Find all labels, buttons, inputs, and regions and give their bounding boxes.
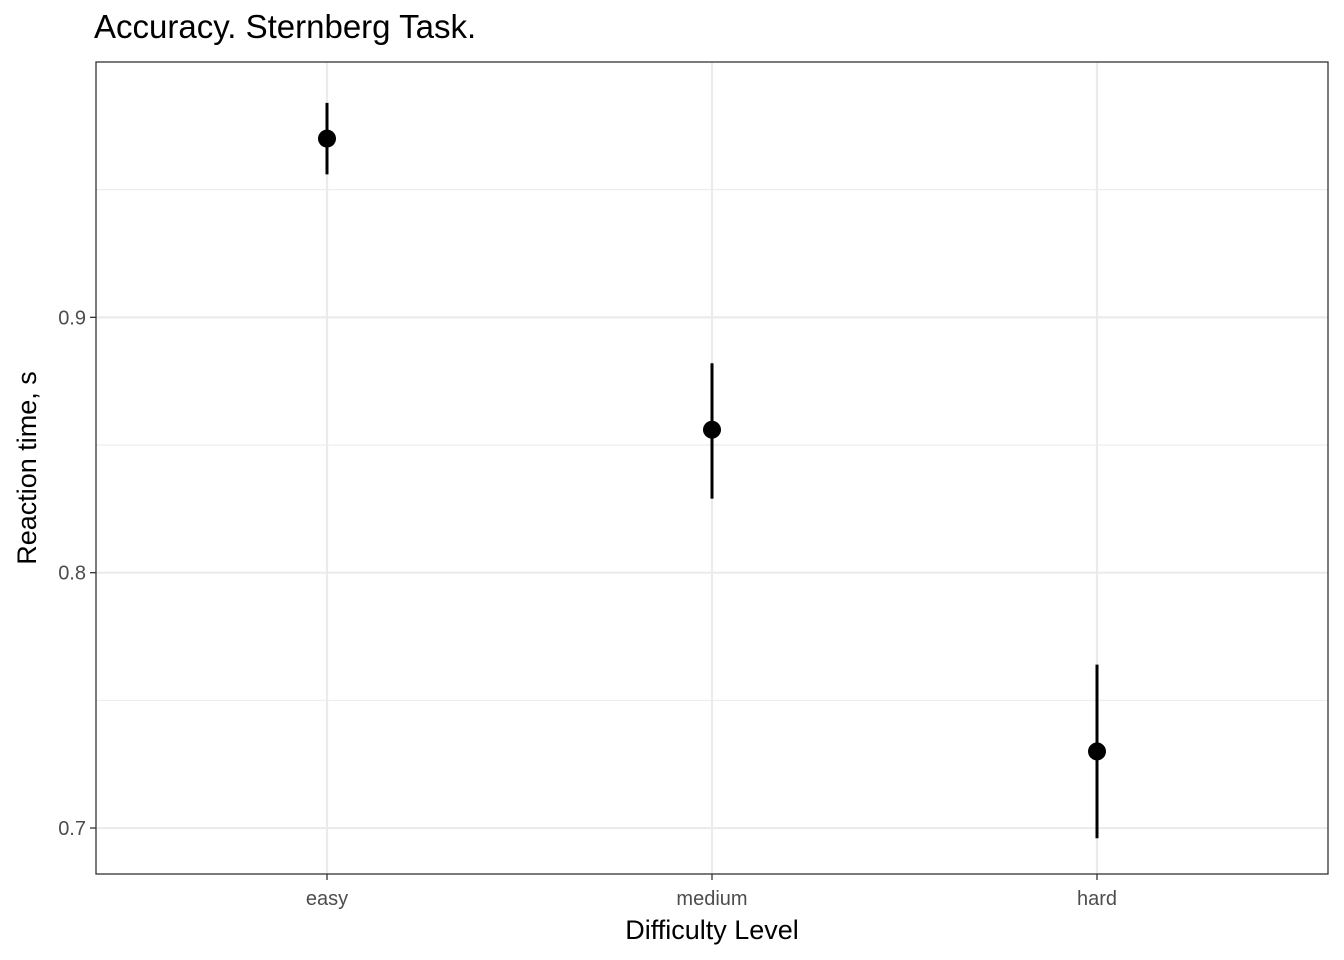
data-layer bbox=[318, 102, 1106, 839]
y-tick-label: 0.8 bbox=[58, 563, 86, 585]
x-tick-label: hard bbox=[1077, 888, 1117, 910]
axes: 0.7 0.8 0.9 easy medium hard bbox=[58, 307, 1117, 910]
x-tick-label: easy bbox=[306, 888, 348, 910]
y-tick-label: 0.7 bbox=[58, 818, 86, 840]
data-point bbox=[318, 129, 336, 148]
y-axis-title: Reaction time, s bbox=[12, 371, 42, 565]
y-tick-label: 0.9 bbox=[58, 307, 86, 329]
x-axis-title: Difficulty Level bbox=[625, 915, 799, 945]
data-point bbox=[1088, 742, 1106, 761]
data-point bbox=[703, 420, 721, 439]
x-tick-label: medium bbox=[676, 888, 747, 910]
chart-title: Accuracy. Sternberg Task. bbox=[94, 8, 477, 45]
